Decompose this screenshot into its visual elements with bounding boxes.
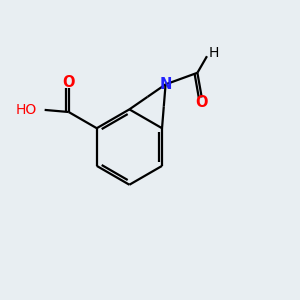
Text: O: O	[196, 95, 208, 110]
Text: H: H	[208, 46, 219, 60]
Text: O: O	[62, 75, 75, 90]
Text: HO: HO	[15, 103, 36, 117]
Text: N: N	[160, 77, 172, 92]
